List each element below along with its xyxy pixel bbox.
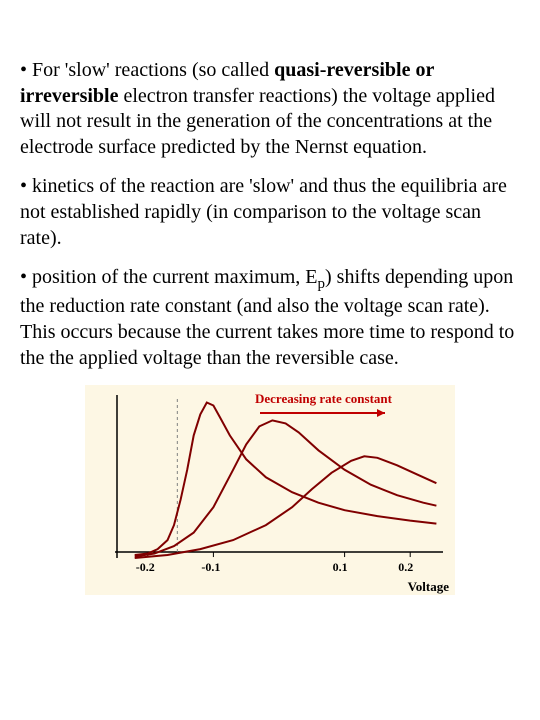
paragraph-3: • position of the current maximum, Ep) s… <box>20 265 520 371</box>
annotation-label: Decreasing rate constant <box>255 391 392 407</box>
p3-sub: p <box>318 276 326 292</box>
x-tick-label: 0.2 <box>398 560 413 575</box>
p3-pre: • position of the current maximum, E <box>20 266 318 288</box>
x-tick-label: 0.1 <box>333 560 348 575</box>
x-tick-label: -0.1 <box>201 560 220 575</box>
x-axis-label: Voltage <box>408 579 449 595</box>
paragraph-2: • kinetics of the reaction are 'slow' an… <box>20 174 520 251</box>
paragraph-1: • For 'slow' reactions (so called quasi-… <box>20 58 520 160</box>
cv-chart: Decreasing rate constant Voltage -0.2 -0.… <box>85 385 455 595</box>
p1-pre: • For 'slow' reactions (so called <box>20 59 274 81</box>
x-tick-label: -0.2 <box>136 560 155 575</box>
